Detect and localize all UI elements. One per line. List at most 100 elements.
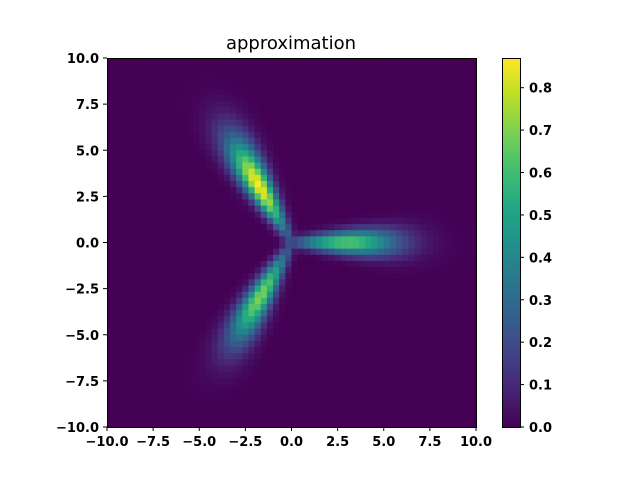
heatmap-cell xyxy=(266,304,274,311)
heatmap-cell xyxy=(131,211,139,219)
heatmap-cell xyxy=(396,64,403,71)
heatmap-cell xyxy=(328,156,336,164)
heatmap-cell xyxy=(389,408,397,416)
heatmap-cell xyxy=(230,193,237,201)
heatmap-cell xyxy=(383,260,391,268)
heatmap-cell xyxy=(162,107,170,114)
heatmap-cell xyxy=(457,58,465,65)
heatmap-cell xyxy=(205,359,213,367)
heatmap-cell xyxy=(303,340,311,348)
heatmap-cell xyxy=(273,408,280,416)
heatmap-cell xyxy=(402,217,409,225)
heatmap-cell xyxy=(107,58,114,65)
heatmap-cell xyxy=(451,94,459,102)
heatmap-cell xyxy=(303,58,311,65)
heatmap-cell xyxy=(322,187,329,194)
heatmap-cell xyxy=(236,402,243,410)
heatmap-cell xyxy=(420,322,428,330)
heatmap-cell xyxy=(414,347,422,354)
heatmap-cell xyxy=(297,125,305,133)
heatmap-cell xyxy=(309,334,317,342)
heatmap-cell xyxy=(408,365,416,373)
heatmap-cell xyxy=(346,82,354,90)
heatmap-cell xyxy=(432,88,440,96)
heatmap-cell xyxy=(211,297,219,305)
heatmap-cell xyxy=(242,119,250,127)
heatmap-cell xyxy=(279,359,286,367)
heatmap-cell xyxy=(180,113,188,121)
heatmap-cell xyxy=(426,340,434,348)
heatmap-cell xyxy=(426,119,434,127)
heatmap-cell xyxy=(186,211,194,219)
heatmap-cell xyxy=(316,279,323,287)
heatmap-cell xyxy=(143,230,151,237)
heatmap-cell xyxy=(107,322,114,330)
heatmap-cell xyxy=(303,322,311,330)
heatmap-cell xyxy=(371,156,379,164)
heatmap-cell xyxy=(426,248,434,256)
heatmap-cell xyxy=(174,304,182,311)
heatmap-cell xyxy=(402,88,409,96)
heatmap-cell xyxy=(125,334,133,342)
heatmap-cell xyxy=(193,297,200,305)
heatmap-cell xyxy=(389,168,397,176)
heatmap-cell xyxy=(156,162,163,170)
heatmap-cell xyxy=(230,328,237,336)
heatmap-cell xyxy=(273,359,280,367)
heatmap-cell xyxy=(168,211,176,219)
heatmap-cell xyxy=(137,353,145,360)
heatmap-cell xyxy=(248,408,256,416)
heatmap-cell xyxy=(119,88,127,96)
heatmap-cell xyxy=(328,248,336,256)
heatmap-cell xyxy=(193,340,200,348)
heatmap-cell xyxy=(322,353,329,360)
heatmap-cell xyxy=(439,408,446,416)
heatmap-cell xyxy=(162,70,170,78)
heatmap-cell xyxy=(365,168,373,176)
heatmap-cell xyxy=(303,316,311,324)
heatmap-cell xyxy=(162,64,170,71)
heatmap-cell xyxy=(236,291,243,299)
heatmap-cell xyxy=(254,273,262,280)
heatmap-cell xyxy=(162,371,170,379)
heatmap-cell xyxy=(383,273,391,280)
heatmap-cell xyxy=(107,365,114,373)
heatmap-cell xyxy=(408,297,416,305)
heatmap-cell xyxy=(303,217,311,225)
heatmap-cell xyxy=(309,402,317,410)
heatmap-cell xyxy=(408,267,416,274)
heatmap-cell xyxy=(174,150,182,157)
heatmap-cell xyxy=(199,187,206,194)
heatmap-cell xyxy=(242,353,250,360)
heatmap-cell xyxy=(113,414,120,422)
heatmap-cell xyxy=(248,328,256,336)
heatmap-cell xyxy=(408,82,416,90)
heatmap-cell xyxy=(383,64,391,71)
heatmap-cell xyxy=(414,408,422,416)
heatmap-cell xyxy=(346,119,354,127)
heatmap-cell xyxy=(396,408,403,416)
heatmap-cell xyxy=(107,70,114,78)
heatmap-cell xyxy=(266,76,274,84)
heatmap-cell xyxy=(316,402,323,410)
heatmap-cell xyxy=(174,248,182,256)
heatmap-cell xyxy=(463,260,471,268)
heatmap-cell xyxy=(469,402,477,410)
heatmap-cell xyxy=(439,230,446,237)
heatmap-cell xyxy=(279,353,286,360)
heatmap-cell xyxy=(131,101,139,108)
heatmap-cell xyxy=(353,174,360,182)
heatmap-cell xyxy=(396,107,403,114)
heatmap-cell xyxy=(377,267,385,274)
heatmap-cell xyxy=(223,131,231,139)
heatmap-cell xyxy=(254,131,262,139)
heatmap-cell xyxy=(377,340,385,348)
heatmap-cell xyxy=(439,328,446,336)
heatmap-cell xyxy=(230,267,237,274)
heatmap-cell xyxy=(445,310,452,317)
heatmap-cell xyxy=(199,137,206,145)
heatmap-cell xyxy=(137,113,145,121)
heatmap-cell xyxy=(420,205,428,213)
heatmap-cell xyxy=(426,76,434,84)
heatmap-cell xyxy=(396,230,403,237)
